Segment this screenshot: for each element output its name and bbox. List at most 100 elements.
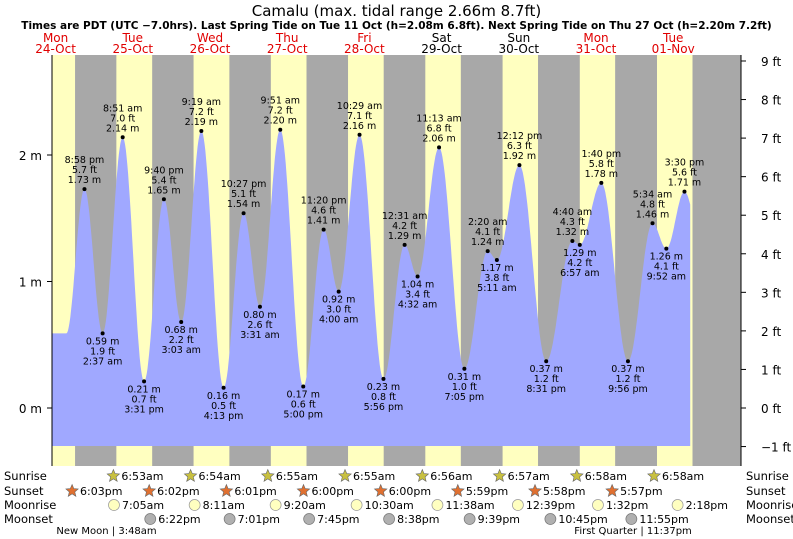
tide-time: 1:40 pm: [582, 149, 622, 160]
tide-height-m: 1.24 m: [471, 237, 504, 248]
tide-time: 2:20 am: [468, 217, 507, 228]
sunrise-time: 6:55am: [276, 470, 318, 483]
moonset-icon: [223, 513, 236, 525]
tide-height-m: 1.92 m: [503, 151, 536, 162]
row-label-right-sunrise: Sunrise: [746, 469, 789, 483]
moonset-icon: [463, 513, 476, 525]
sunrise-icon: [492, 468, 507, 482]
date-label: 30-Oct: [498, 42, 539, 56]
tide-time: 5:11 am: [477, 283, 516, 294]
moon-phase-label: First Quarter | 11:37pm: [574, 526, 692, 537]
row-label-sunset: Sunset: [4, 484, 44, 498]
tide-extremum-point: [485, 249, 490, 254]
left-tick-label: 1 m: [19, 276, 42, 290]
sunset-icon: [142, 483, 157, 497]
moonset-time: 11:55pm: [639, 513, 688, 526]
sunset-icon: [373, 483, 388, 497]
tide-extremum-point: [599, 180, 604, 185]
tide-time: 10:29 am: [337, 101, 382, 112]
tide-time: 2:37 am: [83, 356, 122, 367]
tide-extremum-point: [570, 239, 575, 244]
right-tick-label: 1 ft: [761, 363, 781, 377]
tide-extremum-point: [278, 127, 283, 132]
tide-time: 3:30 pm: [665, 158, 705, 169]
tide-height-ft: 5.6 ft: [672, 168, 697, 179]
tide-time: 8:51 am: [103, 103, 142, 114]
tide-time: 9:56 pm: [608, 384, 648, 395]
tide-height-ft: 0.8 ft: [371, 392, 396, 403]
tide-time: 6:57 am: [560, 268, 599, 279]
moonrise-icon: [188, 499, 201, 511]
tide-height-m: 0.31 m: [448, 372, 481, 383]
moonset-icon: [625, 513, 638, 525]
tide-height-m: 0.68 m: [164, 325, 197, 336]
right-tick-label: 7 ft: [761, 132, 781, 146]
tide-height-ft: 7.2 ft: [189, 107, 214, 118]
moonrise-icon: [512, 499, 524, 511]
tide-time: 5:56 pm: [364, 402, 404, 413]
tide-height-m: 0.21 m: [127, 384, 160, 395]
sunrise-icon: [338, 468, 352, 482]
right-tick-label: 6 ft: [761, 171, 781, 185]
moonset-time: 7:01pm: [238, 513, 280, 526]
moonset-icon: [383, 513, 395, 525]
moonset-time: 8:38pm: [397, 513, 439, 526]
tide-height-m: 1.71 m: [668, 178, 701, 189]
right-tick-label: 4 ft: [761, 248, 781, 262]
moonrise-time: 8:11am: [203, 499, 245, 512]
sunset-time: 5:59pm: [466, 485, 508, 498]
tide-height-m: 1.26 m: [650, 252, 683, 263]
sunset-icon: [605, 483, 620, 497]
sunrise-icon: [415, 468, 430, 482]
tide-height-m: 0.80 m: [243, 310, 276, 321]
tide-height-m: 1.41 m: [307, 216, 340, 227]
day-labels: Mon24-OctTue25-OctWed26-OctThu27-OctFri2…: [35, 31, 694, 56]
row-label-sunrise: Sunrise: [4, 469, 47, 483]
tide-extremum-point: [179, 319, 184, 324]
tide-height-m: 2.19 m: [185, 117, 218, 128]
moonrise-icon: [269, 499, 282, 511]
moonset-icon: [544, 513, 557, 525]
tide-height-ft: 3.8 ft: [484, 273, 509, 284]
tide-height-ft: 0.5 ft: [211, 401, 236, 412]
sunrise-time: 6:58am: [585, 470, 627, 483]
tide-height-ft: 2.2 ft: [169, 335, 194, 346]
tide-height-m: 0.23 m: [367, 382, 400, 393]
tide-time: 12:12 pm: [497, 131, 543, 142]
sunrise-time: 6:58am: [662, 470, 704, 483]
tide-height-ft: 0.6 ft: [291, 399, 316, 410]
day-of-week-label: Fri: [357, 31, 371, 45]
tide-height-ft: 5.7 ft: [72, 165, 97, 176]
sunrise-time: 6:56am: [430, 470, 472, 483]
tide-height-m: 1.32 m: [556, 227, 589, 238]
sunrise-icon: [569, 468, 584, 482]
tide-extremum-point: [517, 163, 522, 168]
day-of-week-label: Mon: [43, 31, 68, 45]
tide-height-m: 1.04 m: [401, 279, 434, 290]
date-label: 27-Oct: [267, 42, 308, 56]
row-label-right-sunset: Sunset: [746, 484, 786, 498]
tide-height-ft: 1.0 ft: [452, 382, 477, 393]
tide-time: 12:31 am: [382, 211, 427, 222]
tide-height-m: 1.65 m: [147, 185, 180, 196]
tide-extremum-point: [664, 246, 669, 251]
tide-height-ft: 4.1 ft: [654, 262, 679, 273]
tide-extremum-point: [82, 187, 87, 192]
sunrise-time: 6:54am: [199, 470, 241, 483]
tide-time: 4:13 pm: [204, 411, 244, 422]
sunset-time: 6:00pm: [312, 485, 354, 498]
right-tick-label: 0 ft: [761, 402, 781, 416]
sunrise-time: 6:55am: [353, 470, 395, 483]
right-tick-label: 5 ft: [761, 209, 781, 223]
date-label: 31-Oct: [576, 42, 617, 56]
night-band: [692, 55, 741, 466]
tide-height-m: 2.14 m: [106, 123, 139, 134]
tide-extremum-point: [682, 189, 687, 194]
tide-height-m: 1.29 m: [563, 248, 596, 259]
sunset-time: 5:58pm: [543, 485, 585, 498]
tide-height-ft: 3.4 ft: [405, 289, 430, 300]
tide-time: 3:31 pm: [124, 404, 164, 415]
moonset-time: 6:22pm: [158, 513, 200, 526]
tide-height-m: 0.17 m: [287, 389, 320, 400]
